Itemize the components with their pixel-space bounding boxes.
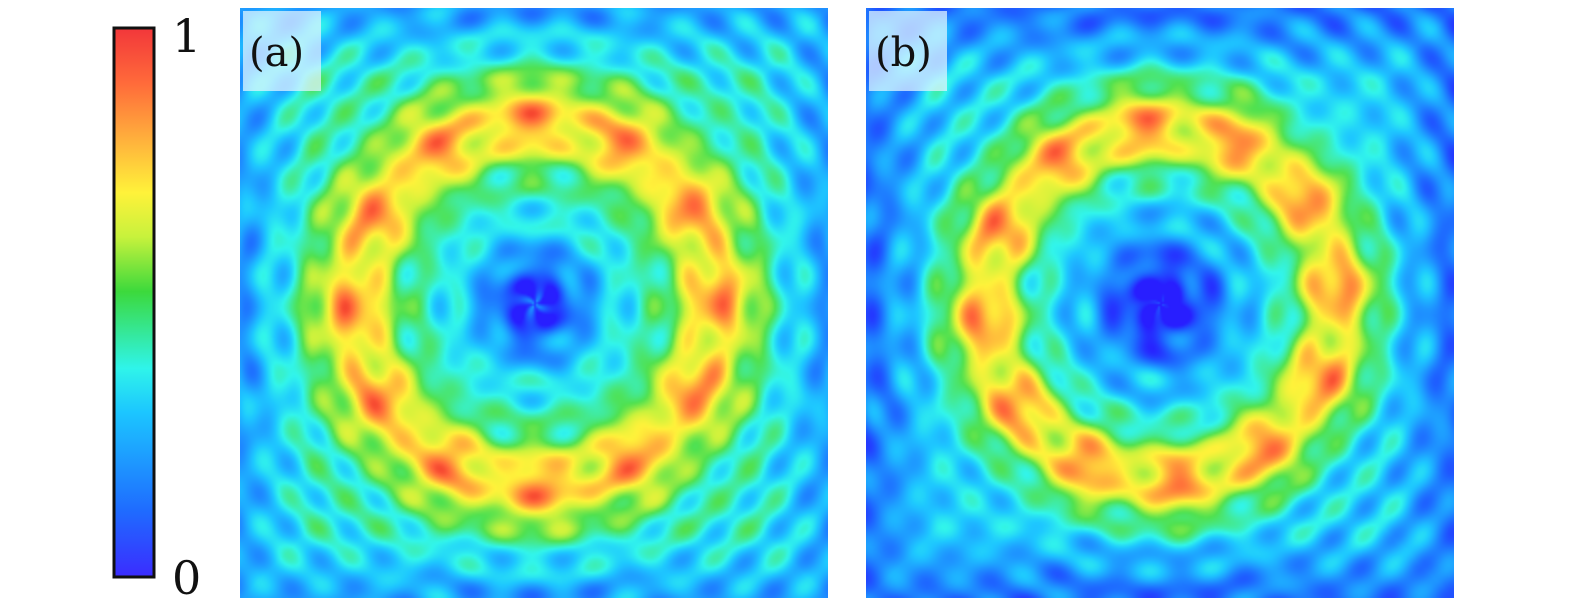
panel-label-a: (a)	[249, 30, 304, 76]
panel-label-b: (b)	[875, 30, 932, 76]
heatmap-panel-b: (b)	[866, 8, 1454, 598]
panel-label-bg-a	[243, 11, 321, 91]
colorbar-gradient	[112, 26, 156, 579]
colorbar-max-label: 1	[172, 9, 201, 63]
panel-label-bg-b	[869, 11, 947, 91]
colorbar-min-label: 0	[172, 551, 201, 605]
colorbar: 1 0	[112, 9, 201, 605]
heatmap-b	[866, 8, 1454, 598]
heatmap-a	[240, 8, 828, 598]
heatmap-panel-a: (a)	[240, 8, 828, 598]
